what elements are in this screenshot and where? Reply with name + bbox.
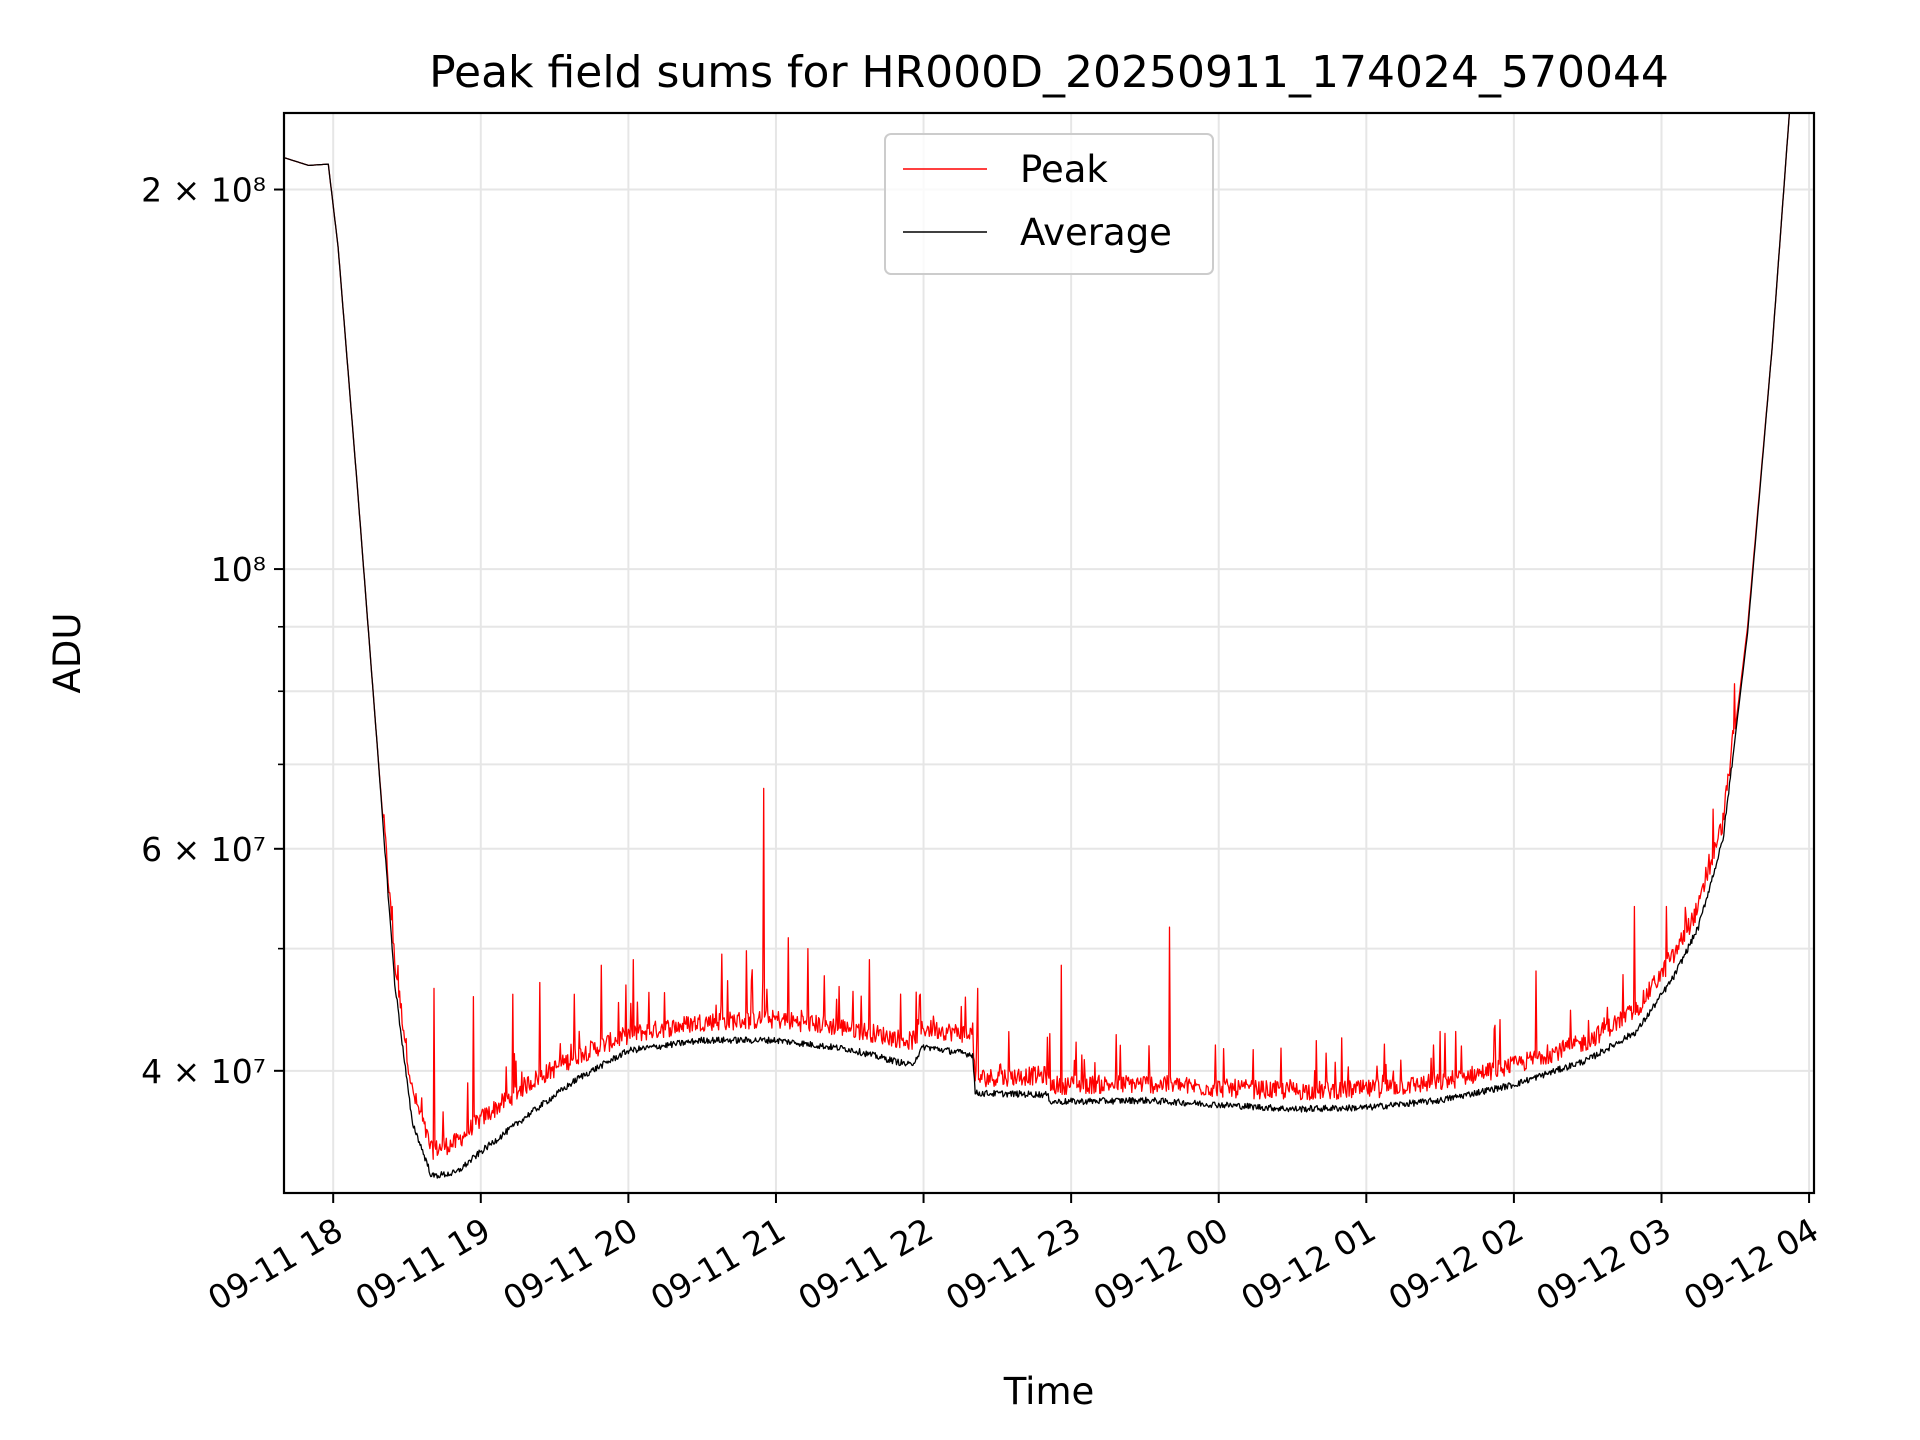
- chart-title: Peak field sums for HR000D_20250911_1740…: [429, 47, 1669, 98]
- y-axis: 4 × 10⁷ 6 × 10⁷ 10⁸ 2 × 10⁸: [141, 171, 284, 1091]
- y-axis-label: ADU: [46, 613, 89, 694]
- plot-frame: [282, 111, 1816, 1195]
- legend-label-average: Average: [1020, 211, 1172, 254]
- legend-label-peak: Peak: [1020, 148, 1108, 191]
- series-line-average: [284, 113, 1791, 1179]
- y-tick-label: 2 × 10⁸: [141, 171, 266, 210]
- y-tick-label: 6 × 10⁷: [141, 830, 266, 869]
- y-tick-label: 4 × 10⁷: [141, 1052, 266, 1091]
- y-tick-label: 10⁸: [211, 550, 266, 589]
- legend: Peak Average: [884, 133, 1214, 275]
- series-line-peak: [284, 113, 1791, 1160]
- series-layer: [284, 113, 1791, 1179]
- gridlines: [284, 113, 1814, 1193]
- x-axis-label: Time: [1003, 1370, 1095, 1413]
